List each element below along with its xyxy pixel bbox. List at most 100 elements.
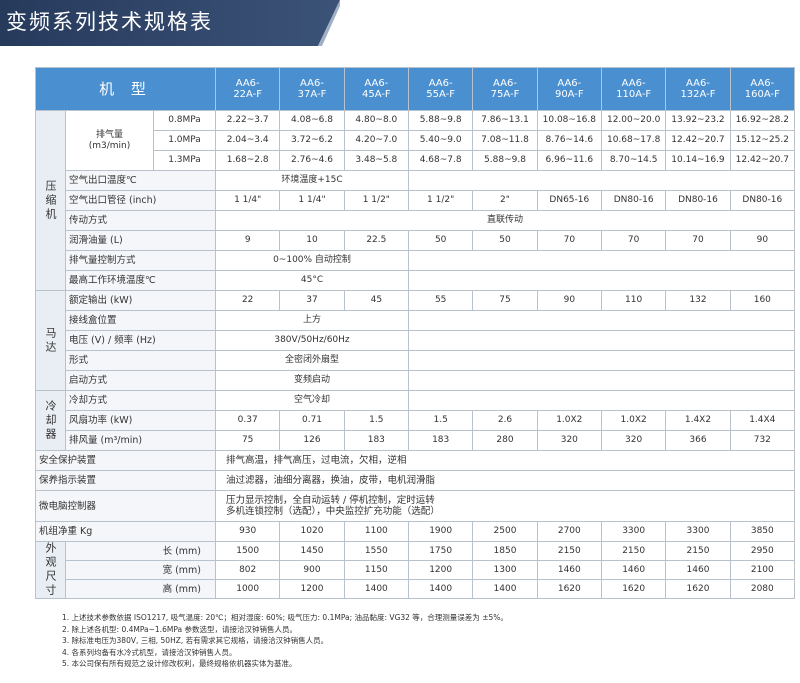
- value-cell: 1200: [407, 560, 474, 580]
- row-label: 额定输出 (kW): [64, 290, 217, 311]
- value-cell: 75: [472, 290, 538, 311]
- value-cell-text: 3850: [750, 526, 774, 536]
- value-cell-text: 10.08~16.8: [542, 115, 596, 125]
- value-cell: 1460: [665, 560, 731, 580]
- model-name-text: AA6-: [428, 78, 453, 89]
- value-cell-text: 1620: [557, 583, 581, 594]
- table-row: 空气出口温度℃ 环境温度+15C: [36, 170, 795, 191]
- value-cell: 10.14~16.9: [665, 150, 731, 171]
- row-label-text: 润滑油量 (L): [69, 235, 123, 246]
- value-cell: 3.72~6.2: [279, 130, 345, 151]
- value-cell: 2": [472, 190, 538, 211]
- table-row: 宽 (mm) 802 900 1150 1200 1300 1460 1460 1460 2100: [36, 560, 796, 580]
- value-cell: 1620: [600, 579, 667, 599]
- value-cell-text: 3.72~6.2: [291, 135, 333, 145]
- row-label: 排风量 (m³/min): [64, 430, 217, 451]
- value-cell-text: 280: [496, 435, 514, 445]
- model-name: AA6- 90A-F: [536, 67, 602, 111]
- model-name-text: AA6-: [300, 78, 324, 89]
- span-value-text: 45°C: [300, 275, 324, 285]
- value-cell-text: 1460: [622, 564, 646, 575]
- wide-value-text: 压力显示控制，全自动运转 / 停机控制，定时运转: [226, 495, 435, 506]
- value-cell-text: 126: [303, 435, 321, 445]
- span-value: 直联传动: [215, 210, 795, 231]
- row-label-text: 接线盒位置: [69, 315, 117, 326]
- value-cell-text: 12.00~20.0: [606, 115, 661, 125]
- value-cell: 4.68~7.8: [407, 150, 474, 171]
- value-cell: 1 1/4": [215, 190, 281, 211]
- table-row: 机 型 AA6- 22A-F AA6- 37A-F AA6- 45A-F AA6- 55A-F A…: [34, 67, 796, 111]
- value-cell-text: 37: [306, 295, 318, 305]
- row-label-text: 空气出口管径 (inch): [69, 195, 157, 206]
- group-label-text: 冷却器: [44, 399, 57, 442]
- table-row: 接线盒位置 上方: [36, 310, 795, 331]
- value-cell: 50: [407, 230, 474, 251]
- value-cell: 1460: [600, 560, 667, 580]
- value-cell-text: 50: [434, 235, 447, 245]
- table-row: 安全保护装置 排气高温，排气高压，过电流，欠相，逆相: [34, 450, 795, 471]
- value-cell: 1400: [343, 579, 410, 599]
- value-cell-text: 2.04~3.4: [226, 135, 269, 145]
- value-cell-text: 802: [239, 564, 257, 575]
- value-cell: 1500: [215, 541, 281, 561]
- value-cell: 1000: [215, 579, 281, 599]
- value-cell-text: 2100: [750, 564, 774, 575]
- value-cell: 2500: [472, 521, 538, 542]
- span-value-text: 上方: [303, 315, 322, 325]
- value-cell: 0.71: [279, 410, 345, 431]
- table-body: 机 型 AA6- 22A-F AA6- 37A-F AA6- 45A-F AA6- 55A-F A…: [34, 67, 796, 599]
- value-cell-text: 55: [434, 295, 447, 305]
- value-cell-text: 12.42~20.7: [671, 135, 725, 145]
- value-cell: 22: [215, 290, 281, 311]
- wide-value-text: 油过滤器，油细分离器，换油，皮带，电机润滑脂: [226, 475, 436, 486]
- table-row: 马达 额定输出 (kW) 22 37 45 55 75 90 110 132 160: [35, 290, 796, 391]
- value-cell: 12.42~20.7: [665, 130, 731, 151]
- value-cell: 320: [536, 430, 602, 451]
- model-name-text: AA6-: [364, 78, 389, 89]
- value-cell-text: 75: [499, 295, 511, 305]
- banner-edge: [318, 0, 340, 46]
- model-name-text: 90A-F: [554, 89, 584, 100]
- model-name-text: 110A-F: [616, 89, 652, 100]
- model-name: AA6- 55A-F: [407, 67, 474, 111]
- value-cell: 1900: [407, 521, 474, 542]
- value-cell: 2.76~4.6: [279, 150, 345, 171]
- value-cell: 15.12~25.2: [729, 130, 796, 151]
- value-cell-text: 1.5: [369, 415, 384, 425]
- value-cell-text: 10: [306, 235, 318, 245]
- value-cell: 3300: [665, 521, 731, 542]
- row-label-text: 保养指示装置: [39, 475, 97, 486]
- span-value-text: 直联传动: [487, 215, 524, 225]
- value-cell: 2150: [536, 541, 602, 561]
- row-label-text: 排气量: [95, 129, 123, 140]
- value-cell-text: 2.22~3.7: [226, 115, 269, 125]
- value-cell: 1.0X2: [600, 410, 667, 431]
- table-row: 形式 全密闭外扇型: [36, 350, 795, 371]
- value-cell: 2.04~3.4: [215, 130, 281, 151]
- value-cell: 1.0X2: [536, 410, 602, 431]
- row-label-text: 风扇功率 (kW): [69, 415, 133, 426]
- table-row: 风扇功率 (kW) 0.37 0.71 1.5 1.5 2.6 1.0X2 1.0X2 1.4X…: [36, 410, 796, 431]
- value-cell: 8.76~14.6: [536, 130, 602, 151]
- value-cell-text: 930: [239, 526, 257, 536]
- value-cell: 5.88~9.8: [472, 150, 538, 171]
- row-label-text: (m3/min): [88, 140, 131, 151]
- value-cell-text: 7.08~11.8: [481, 135, 529, 145]
- value-cell: 12.00~20.0: [600, 110, 667, 131]
- value-cell: 5.88~9.8: [407, 110, 474, 131]
- model-header-text: 机 型: [99, 79, 152, 98]
- value-cell-text: 1.4X4: [749, 415, 776, 425]
- value-cell: 70: [600, 230, 667, 251]
- value-cell-text: 4.20~7.0: [355, 135, 398, 145]
- value-cell: 132: [665, 290, 731, 311]
- table-row: 空气出口管径 (inch) 1 1/4" 1 1/4" 1 1/2" 1 1/2" 2" D…: [36, 190, 796, 211]
- value-cell: 45: [343, 290, 410, 311]
- value-cell: DN80-16: [729, 190, 796, 211]
- value-cell-text: 1300: [493, 564, 517, 575]
- value-cell-text: 1400: [429, 583, 453, 594]
- value-cell: 1450: [279, 541, 345, 561]
- value-cell-text: 1850: [493, 545, 517, 556]
- value-cell: 16.92~28.2: [729, 110, 796, 131]
- model-name: AA6- 45A-F: [343, 67, 410, 111]
- value-cell: 13.92~23.2: [665, 110, 731, 131]
